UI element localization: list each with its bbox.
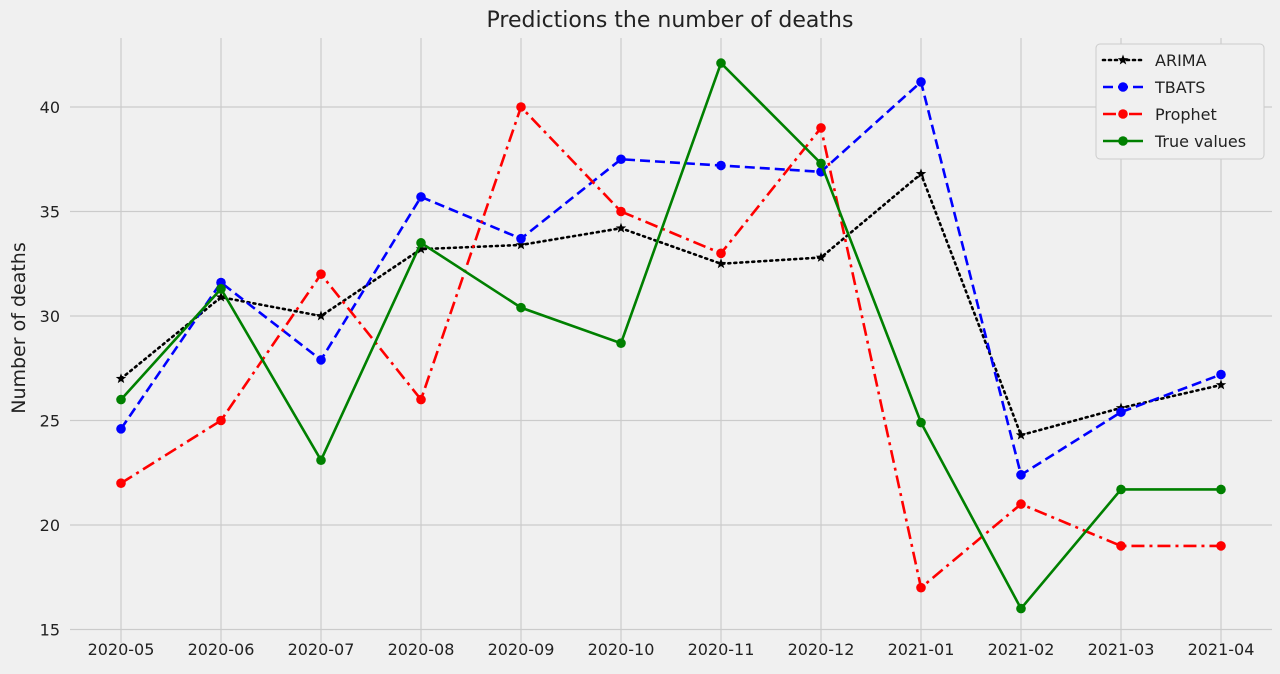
data-point-tbats (1116, 407, 1126, 417)
data-point-true-values (716, 58, 726, 68)
data-point-prophet (1116, 541, 1126, 551)
data-point-prophet (416, 394, 426, 405)
x-tick-label: 2021-02 (988, 640, 1055, 659)
x-tick-label: 2020-07 (288, 640, 355, 659)
data-point-arima (915, 168, 927, 179)
data-point-prophet (1216, 541, 1226, 551)
data-point-tbats (1016, 470, 1026, 480)
legend-marker-true-values (1118, 136, 1128, 146)
data-point-prophet (716, 248, 726, 259)
x-tick-label: 2020-11 (688, 640, 755, 659)
y-tick-label: 15 (40, 621, 60, 640)
data-point-tbats (116, 424, 126, 434)
legend-box (1095, 43, 1265, 160)
series-line-prophet (120, 104, 1221, 591)
data-point-prophet (216, 415, 226, 426)
data-point-true-values (116, 394, 126, 405)
data-point-true-values (1216, 484, 1226, 495)
y-tick-label: 40 (40, 98, 60, 117)
data-point-prophet (616, 206, 626, 217)
data-point-true-values (516, 302, 526, 313)
data-point-tbats (416, 192, 426, 202)
legend: ARIMA TBATS Prophet True values (1095, 43, 1265, 160)
series-layer (115, 58, 1227, 614)
chart-title: Predictions the number of deaths (487, 8, 854, 33)
data-point-true-values (1116, 484, 1126, 495)
data-point-prophet (816, 123, 826, 133)
series-true-values (116, 58, 1226, 614)
data-point-prophet (116, 478, 126, 489)
data-point-arima (815, 251, 827, 262)
y-tick-label: 20 (40, 516, 60, 535)
legend-label-true-values: True values (1154, 132, 1246, 151)
legend-label-arima: ARIMA (1155, 51, 1207, 70)
x-tick-label: 2020-06 (188, 640, 255, 659)
data-point-true-values (816, 158, 826, 169)
data-point-arima (315, 310, 327, 321)
data-point-arima (1015, 429, 1027, 440)
data-point-tbats (916, 77, 926, 87)
series-line-arima (119, 171, 1223, 437)
x-tick-label: 2021-03 (1088, 640, 1155, 659)
data-point-true-values (316, 455, 326, 466)
data-point-arima (615, 222, 627, 233)
data-point-arima (415, 243, 427, 254)
x-tick-label: 2021-04 (1188, 640, 1255, 659)
series-line-true-values (120, 60, 1221, 611)
data-point-tbats (616, 154, 626, 165)
legend-label-tbats: TBATS (1154, 78, 1205, 97)
legend-marker-prophet (1118, 109, 1128, 119)
series-tbats (116, 77, 1226, 480)
data-point-arima (1215, 379, 1227, 390)
y-axis-label: Number of deaths (8, 242, 30, 414)
x-tick-label: 2021-01 (888, 640, 955, 659)
data-point-prophet (516, 102, 526, 112)
y-tick-labels: 15 20 25 30 35 40 (40, 98, 60, 640)
grid-lines (70, 38, 1272, 643)
data-point-arima (515, 239, 527, 250)
x-tick-label: 2020-10 (588, 640, 655, 659)
legend-label-prophet: Prophet (1155, 105, 1217, 124)
data-point-true-values (616, 338, 626, 348)
x-tick-label: 2020-09 (488, 640, 555, 659)
y-tick-label: 35 (40, 203, 60, 222)
data-point-arima (215, 291, 227, 302)
data-point-prophet (1016, 499, 1026, 509)
data-point-tbats (516, 233, 526, 244)
data-point-arima (115, 373, 127, 384)
y-tick-label: 30 (40, 307, 60, 326)
data-point-true-values (1016, 603, 1026, 614)
series-line-tbats (119, 79, 1222, 477)
data-point-prophet (916, 582, 926, 593)
legend-marker-arima (1117, 54, 1129, 65)
data-point-tbats (1216, 369, 1226, 380)
x-tick-label: 2020-12 (788, 640, 855, 659)
data-point-true-values (216, 284, 226, 294)
data-point-arima (715, 258, 727, 269)
x-tick-label: 2020-08 (388, 640, 455, 659)
data-point-true-values (916, 417, 926, 428)
series-arima (115, 168, 1227, 440)
x-tick-labels: 2020-05 2020-06 2020-07 2020-08 2020-09 2020-… (88, 640, 1255, 659)
data-point-prophet (316, 269, 326, 280)
data-point-tbats (316, 355, 326, 365)
x-tick-label: 2020-05 (88, 640, 155, 659)
series-prophet (116, 102, 1226, 593)
data-point-tbats (716, 160, 726, 171)
legend-marker-tbats (1118, 82, 1128, 92)
data-point-true-values (416, 238, 426, 248)
y-tick-label: 25 (40, 412, 60, 431)
